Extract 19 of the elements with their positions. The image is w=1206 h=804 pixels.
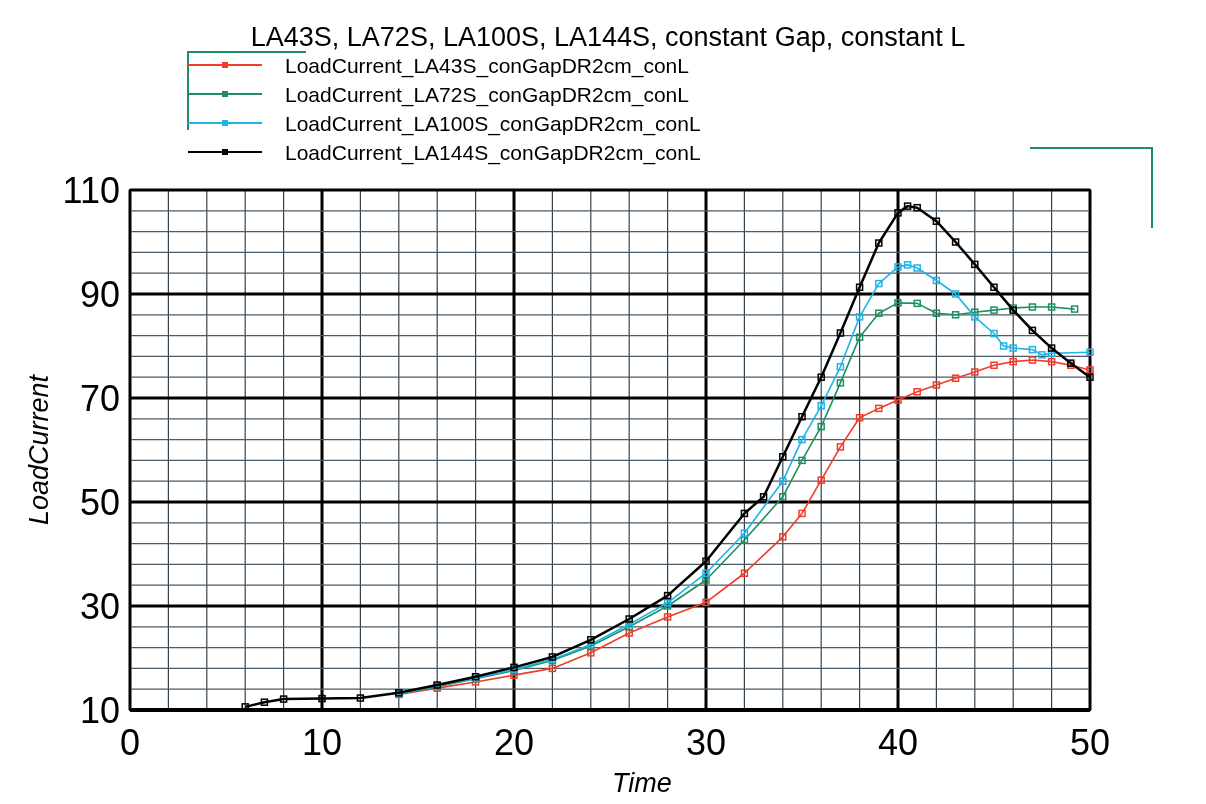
chart-title: LA43S, LA72S, LA100S, LA144S, constant Gap, constant L	[250, 22, 966, 52]
y-tick-label: 70	[79, 378, 120, 419]
x-tick-label: 30	[685, 722, 727, 763]
y-tick-label: 110	[62, 170, 120, 211]
legend-label: LoadCurrent_LA72S_conGapDR2cm_conL	[285, 83, 689, 107]
x-tick-label: 50	[1069, 722, 1111, 763]
y-tick-label: 50	[79, 482, 120, 523]
y-axis-title: LoadCurrent	[24, 373, 54, 526]
legend-label: LoadCurrent_LA100S_conGapDR2cm_conL	[285, 112, 701, 136]
y-tick-label: 30	[79, 586, 120, 627]
x-tick-label: 10	[301, 722, 343, 763]
y-tick-label: 10	[79, 690, 120, 731]
x-tick-label: 20	[493, 722, 535, 763]
legend-label: LoadCurrent_LA144S_conGapDR2cm_conL	[285, 141, 701, 165]
x-tick-label: 0	[119, 722, 141, 763]
x-axis-title: Time	[612, 768, 672, 798]
legend-label: LoadCurrent_LA43S_conGapDR2cm_conL	[285, 54, 689, 78]
y-tick-label: 90	[79, 274, 120, 315]
x-tick-label: 40	[877, 722, 919, 763]
